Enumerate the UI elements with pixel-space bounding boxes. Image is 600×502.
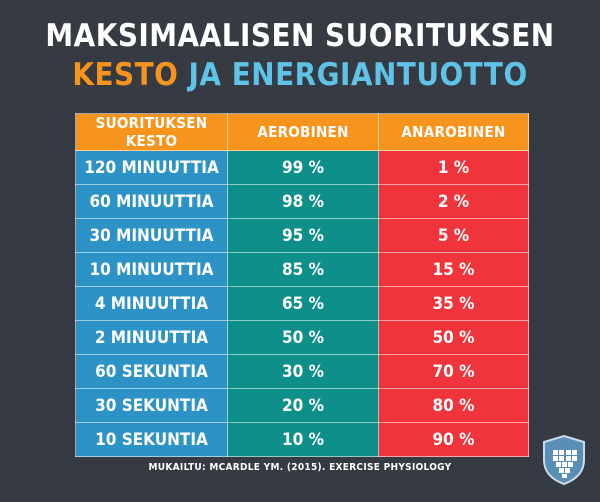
cell-anaerobic: 90 % [378,422,529,457]
cell-anaerobic: 2 % [378,184,529,219]
table-row: 4 MINUUTTIA 65 % 35 % [75,286,529,321]
cell-aerobic: 20 % [227,388,379,423]
cell-duration: 10 MINUUTTIA [75,252,228,287]
title-line-1: MAKSIMAALISEN SUORITUKSEN [45,18,555,54]
cell-aerobic: 98 % [227,184,379,219]
cell-duration: 30 MINUUTTIA [75,218,228,253]
table-row: 60 SEKUNTIA 30 % 70 % [75,354,529,389]
cell-duration: 10 SEKUNTIA [75,422,228,457]
table-row: 120 MINUUTTIA 99 % 1 % [75,150,529,185]
header-aerobic: AEROBINEN [227,113,379,151]
table-row: 60 MINUUTTIA 98 % 2 % [75,184,529,219]
table-header-row: SUORITUKSEN KESTO AEROBINEN ANAROBINEN [75,113,529,151]
cell-anaerobic: 15 % [378,252,529,287]
table-row: 30 MINUUTTIA 95 % 5 % [75,218,529,253]
cell-anaerobic: 35 % [378,286,529,321]
source-note: MUKAILTU: MCARDLE YM. (2015). EXERCISE P… [148,462,452,473]
cell-aerobic: 10 % [227,422,379,457]
cell-anaerobic: 50 % [378,320,529,355]
cell-duration: 4 MINUUTTIA [75,286,228,321]
cell-aerobic: 50 % [227,320,379,355]
title-line-2: KESTO JA ENERGIANTUOTTO [0,57,600,93]
cell-aerobic: 85 % [227,252,379,287]
table-row: 2 MINUUTTIA 50 % 50 % [75,320,529,355]
table-body: 120 MINUUTTIA 99 % 1 % 60 MINUUTTIA 98 % 2 % 3… [75,150,529,457]
cell-duration: 120 MINUUTTIA [75,150,228,185]
cell-anaerobic: 70 % [378,354,529,389]
table-row: 10 SEKUNTIA 10 % 90 % [75,422,529,457]
header-anaerobic: ANAROBINEN [378,113,529,151]
title-rest: JA ENERGIANTUOTTO [188,57,528,93]
table-row: 10 MINUUTTIA 85 % 15 % [75,252,529,287]
cell-aerobic: 95 % [227,218,379,253]
cell-duration: 60 MINUUTTIA [75,184,228,219]
header-duration: SUORITUKSEN KESTO [75,113,228,151]
cell-anaerobic: 1 % [378,150,529,185]
cell-duration: 30 SEKUNTIA [75,388,228,423]
shield-heart-icon [543,434,585,486]
table-row: 30 SEKUNTIA 20 % 80 % [75,388,529,423]
cell-anaerobic: 80 % [378,388,529,423]
title-accent: KESTO [72,57,179,93]
cell-duration: 60 SEKUNTIA [75,354,228,389]
cell-aerobic: 99 % [227,150,379,185]
energy-table: SUORITUKSEN KESTO AEROBINEN ANAROBINEN 1… [75,113,529,457]
cell-anaerobic: 5 % [378,218,529,253]
cell-duration: 2 MINUUTTIA [75,320,228,355]
cell-aerobic: 65 % [227,286,379,321]
cell-aerobic: 30 % [227,354,379,389]
